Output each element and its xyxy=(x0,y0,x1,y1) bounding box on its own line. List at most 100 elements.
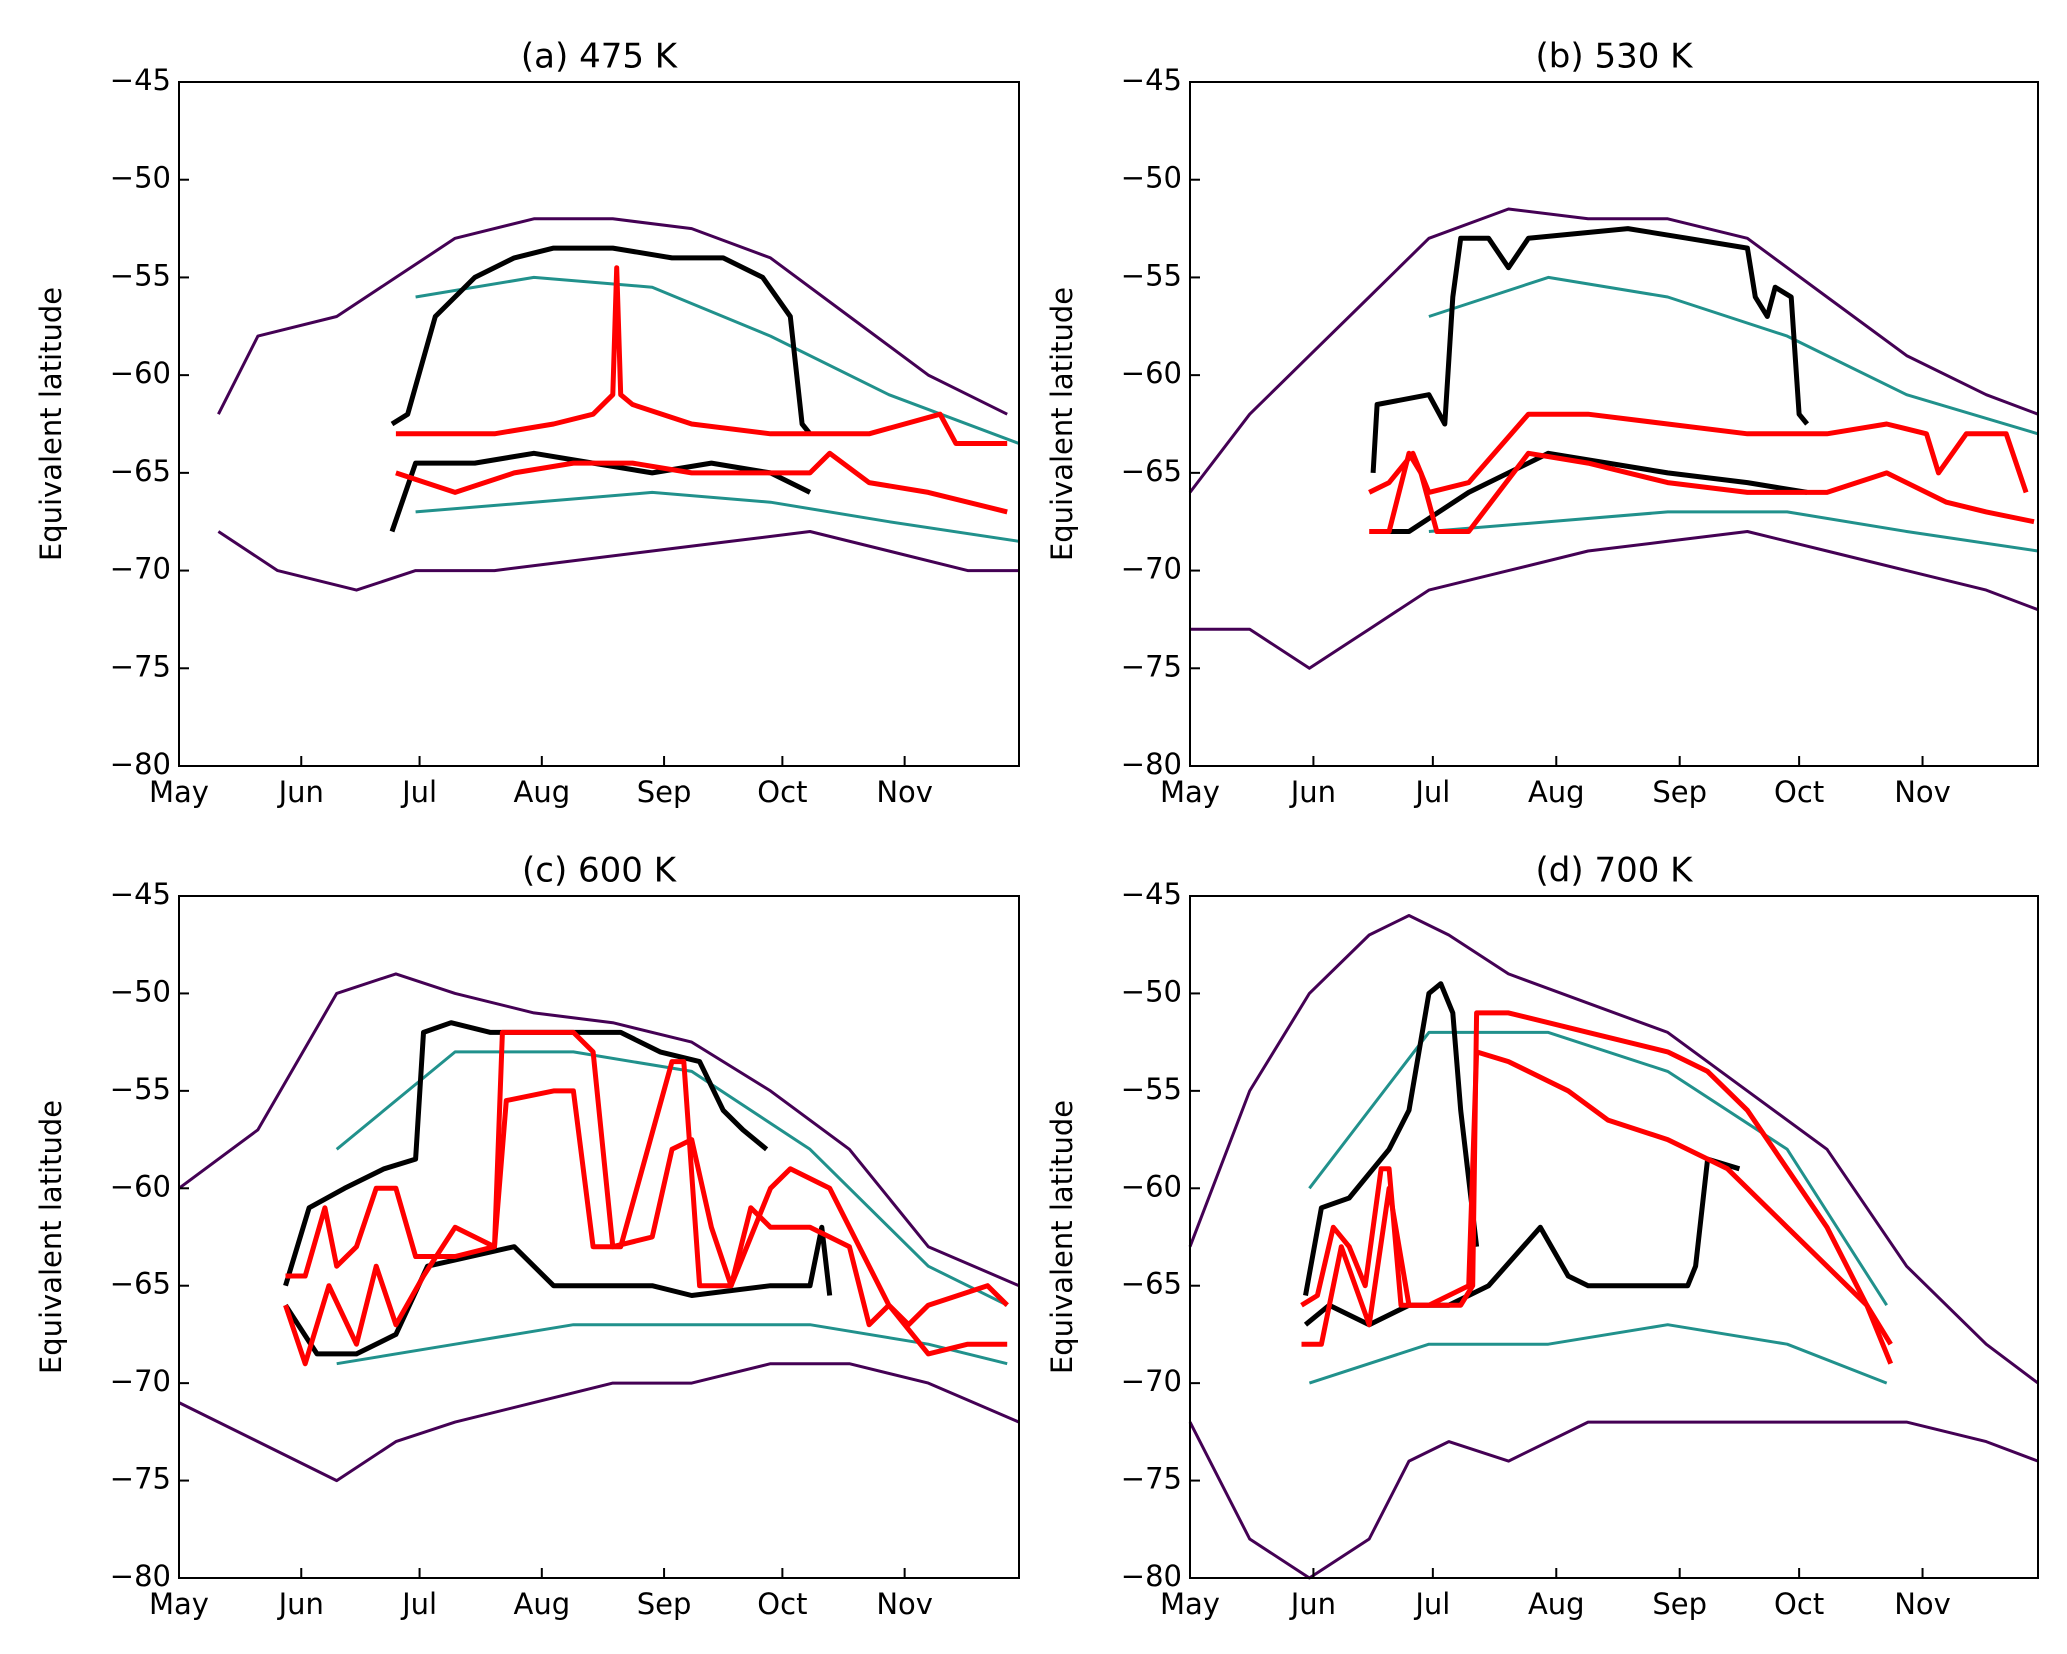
y-tick-label: −75 xyxy=(1121,649,1182,683)
y-tick-label: −65 xyxy=(1121,454,1182,488)
plot-frame xyxy=(178,895,1020,1579)
y-tick-label: −60 xyxy=(1121,356,1182,390)
series-line xyxy=(285,1029,1009,1328)
panel-title: (c) 600 K xyxy=(522,851,678,891)
series-line xyxy=(335,1050,1008,1307)
y-tick-label: −70 xyxy=(110,552,171,586)
y-tick-label: −75 xyxy=(1121,1462,1182,1496)
x-tick-label: Nov xyxy=(876,775,933,809)
y-tick-label: −75 xyxy=(110,1462,171,1496)
series-line xyxy=(1188,1420,2039,1580)
x-tick-label: Jul xyxy=(400,775,437,809)
plot-frame xyxy=(1189,81,2039,767)
y-tick-label: −60 xyxy=(110,356,171,390)
y-tick-label: −50 xyxy=(1121,974,1182,1008)
series-line xyxy=(1190,530,2039,670)
y-tick-label: −50 xyxy=(1121,161,1182,195)
series-line xyxy=(1368,411,2029,495)
x-tick-label: Sep xyxy=(1652,775,1707,809)
series-line xyxy=(415,490,1020,543)
x-tick-label: May xyxy=(1160,775,1220,809)
x-tick-label: Oct xyxy=(757,1587,807,1621)
series-line xyxy=(283,1088,1008,1367)
series-line xyxy=(217,530,1019,592)
y-tick-label: −55 xyxy=(110,258,171,292)
y-tick-label: −55 xyxy=(1121,1072,1182,1106)
x-tick-label: Nov xyxy=(1894,1587,1951,1621)
y-tick-label: −45 xyxy=(1121,877,1182,911)
series-line xyxy=(1303,1156,1741,1328)
panel-title: (b) 530 K xyxy=(1536,37,1695,77)
y-tick-label: −70 xyxy=(1121,552,1182,586)
y-tick-label: −65 xyxy=(1121,1267,1182,1301)
series-line xyxy=(283,1224,833,1357)
y-tick-label: −80 xyxy=(110,747,171,781)
y-axis-label: Equivalent latitude xyxy=(1045,287,1079,561)
x-tick-label: Aug xyxy=(1528,775,1585,809)
y-tick-label: −70 xyxy=(110,1364,171,1398)
x-tick-label: Aug xyxy=(513,775,570,809)
x-tick-label: Jun xyxy=(277,775,324,809)
x-tick-label: Sep xyxy=(637,775,692,809)
y-tick-label: −65 xyxy=(110,454,171,488)
y-tick-label: −70 xyxy=(1121,1364,1182,1398)
y-tick-label: −80 xyxy=(1121,747,1182,781)
x-tick-label: Sep xyxy=(637,1587,692,1621)
x-tick-label: Jun xyxy=(1289,775,1336,809)
x-tick-label: May xyxy=(149,1587,209,1621)
y-tick-label: −45 xyxy=(1121,63,1182,97)
x-tick-label: Oct xyxy=(757,775,807,809)
x-tick-label: Oct xyxy=(1774,775,1824,809)
series-line xyxy=(1188,207,2039,494)
series-line xyxy=(1308,1030,1888,1307)
y-axis-label: Equivalent latitude xyxy=(34,1100,68,1374)
x-tick-label: May xyxy=(1160,1587,1220,1621)
series-line xyxy=(178,1362,1020,1483)
y-tick-label: −80 xyxy=(1121,1559,1182,1593)
y-tick-label: −55 xyxy=(1121,258,1182,292)
y-tick-label: −75 xyxy=(110,649,171,683)
x-tick-label: Aug xyxy=(1528,1587,1585,1621)
series-line xyxy=(1300,1010,1893,1346)
panel-title: (d) 700 K xyxy=(1536,851,1695,891)
x-tick-label: Jun xyxy=(1289,1587,1336,1621)
x-tick-label: Jul xyxy=(400,1587,437,1621)
x-tick-label: Oct xyxy=(1774,1587,1824,1621)
y-tick-label: −45 xyxy=(110,877,171,911)
series-line xyxy=(283,1020,769,1287)
y-tick-label: −45 xyxy=(110,63,171,97)
series-line xyxy=(1301,1049,1894,1365)
x-tick-label: Jul xyxy=(1413,1587,1450,1621)
plot-frame xyxy=(1189,895,2039,1579)
y-axis-label: Equivalent latitude xyxy=(34,287,68,561)
series-line xyxy=(336,1323,1008,1366)
x-tick-label: Nov xyxy=(876,1587,933,1621)
series-line xyxy=(395,450,1008,515)
y-tick-label: −50 xyxy=(110,974,171,1008)
y-axis-label: Equivalent latitude xyxy=(1045,1100,1079,1374)
series-line xyxy=(1369,450,2035,534)
series-line xyxy=(1188,914,2039,1385)
series-line xyxy=(1428,510,2039,553)
x-tick-label: Nov xyxy=(1894,775,1951,809)
x-tick-label: Jun xyxy=(277,1587,324,1621)
x-tick-label: Aug xyxy=(513,1587,570,1621)
series-line xyxy=(415,275,1020,445)
x-tick-label: May xyxy=(149,775,209,809)
x-tick-label: Jul xyxy=(1413,775,1450,809)
series-line xyxy=(178,972,1020,1288)
series-line xyxy=(390,245,812,436)
series-line xyxy=(1370,226,1810,474)
series-line xyxy=(1308,1323,1888,1385)
series-line xyxy=(1303,981,1480,1296)
y-tick-label: −50 xyxy=(110,161,171,195)
y-tick-label: −80 xyxy=(110,1559,171,1593)
y-tick-label: −60 xyxy=(1121,1169,1182,1203)
series-line xyxy=(1373,450,1808,534)
panel-title: (a) 475 K xyxy=(521,37,679,77)
y-tick-label: −55 xyxy=(110,1072,171,1106)
plot-frame xyxy=(178,81,1020,767)
x-tick-label: Sep xyxy=(1652,1587,1707,1621)
y-tick-label: −65 xyxy=(110,1267,171,1301)
